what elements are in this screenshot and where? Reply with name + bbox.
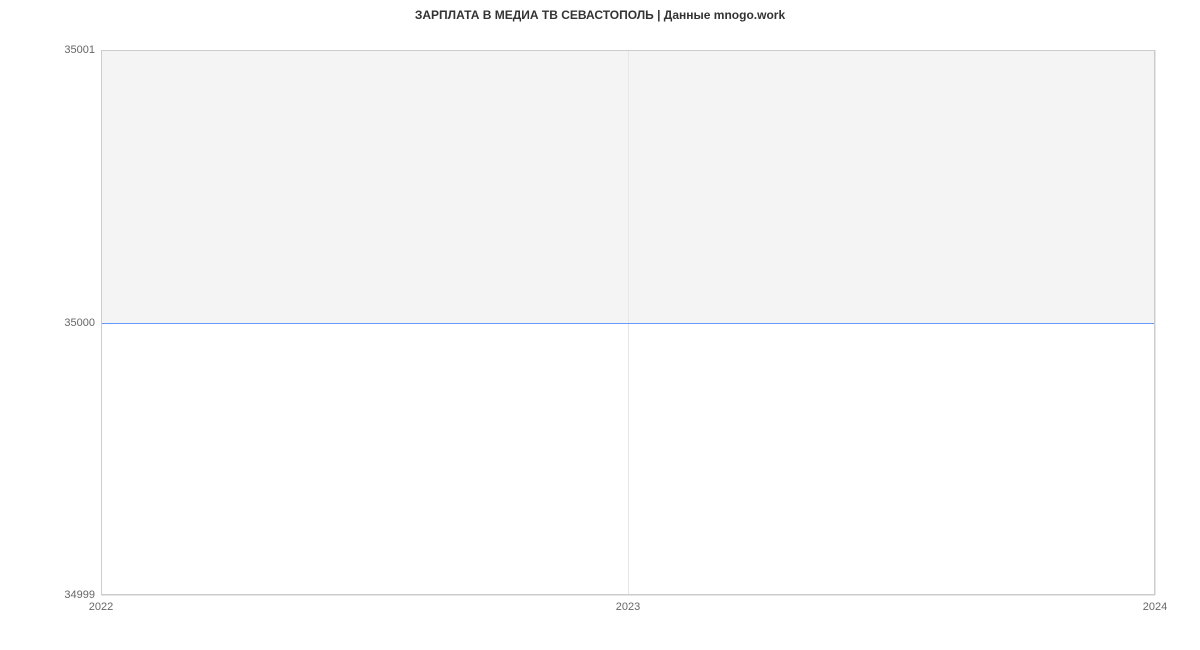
y-tick-label: 35001	[64, 44, 101, 56]
grid-vertical	[1155, 50, 1156, 595]
x-tick-label: 2022	[89, 595, 113, 613]
chart-container: ЗАРПЛАТА В МЕДИА ТВ СЕВАСТОПОЛЬ | Данные…	[0, 0, 1200, 650]
grid-horizontal	[101, 50, 1155, 51]
y-tick-label: 35000	[64, 317, 101, 329]
plot-area: 349993500035001 202220232024	[101, 50, 1155, 595]
x-tick-label: 2023	[616, 595, 640, 613]
x-tick-label: 2024	[1143, 595, 1167, 613]
series-line	[101, 323, 1155, 324]
chart-title: ЗАРПЛАТА В МЕДИА ТВ СЕВАСТОПОЛЬ | Данные…	[0, 8, 1200, 22]
